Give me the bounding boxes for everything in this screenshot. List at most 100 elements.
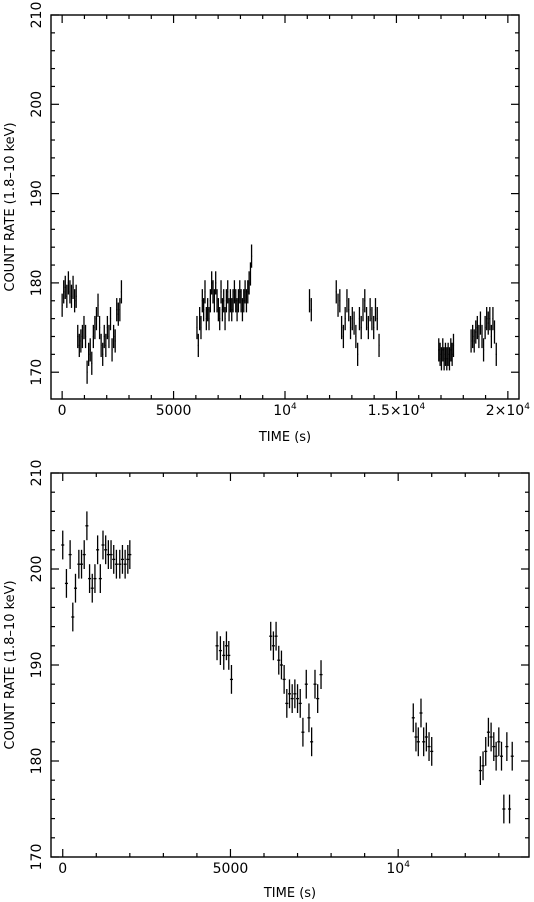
data-point xyxy=(70,284,73,308)
data-point xyxy=(215,271,217,295)
data-point xyxy=(277,645,281,675)
data-point xyxy=(201,289,203,313)
x-tick-label: 5000 xyxy=(156,403,192,419)
y-tick-label: 200 xyxy=(29,91,45,118)
data-point xyxy=(440,347,443,371)
y-axis-top: 170 180 190 200 210 xyxy=(29,2,519,386)
data-point xyxy=(64,275,66,299)
data-point xyxy=(499,741,504,771)
data-point xyxy=(478,324,480,349)
data-point xyxy=(346,289,348,313)
data-point xyxy=(101,530,105,560)
plot-frame-bottom xyxy=(50,472,530,858)
data-point xyxy=(232,289,234,313)
data-point xyxy=(90,573,94,603)
data-point xyxy=(235,289,237,313)
data-point xyxy=(217,298,220,322)
x-tick-label-text: 10 xyxy=(273,403,291,419)
data-point xyxy=(508,794,512,824)
data-point xyxy=(271,631,275,661)
data-point xyxy=(319,660,323,689)
data-point xyxy=(120,545,124,574)
data-point xyxy=(82,540,86,569)
data-point xyxy=(411,703,415,733)
y-axis-label-top: COUNT RATE (1.8–10 keV) xyxy=(3,122,18,291)
data-point xyxy=(112,545,116,574)
data-point xyxy=(248,271,250,295)
data-point xyxy=(114,549,118,579)
data-point xyxy=(419,698,423,728)
data-point xyxy=(244,280,246,304)
data-point xyxy=(481,751,485,781)
data-point xyxy=(237,289,240,313)
data-point xyxy=(236,298,238,322)
data-point xyxy=(489,307,491,331)
data-point xyxy=(287,679,292,709)
data-point xyxy=(344,307,346,331)
data-point xyxy=(443,347,445,371)
data-point xyxy=(442,338,444,362)
data-point xyxy=(357,342,359,366)
data-point xyxy=(98,564,102,593)
data-point xyxy=(505,732,509,761)
data-point xyxy=(109,307,112,331)
data-point xyxy=(61,293,63,317)
data-point xyxy=(71,602,75,632)
y-tick-label: 210 xyxy=(29,2,45,29)
data-point xyxy=(73,573,77,603)
data-point xyxy=(231,298,233,322)
data-point xyxy=(439,342,441,366)
data-point xyxy=(282,665,286,694)
data-point xyxy=(229,665,233,694)
data-point xyxy=(209,289,211,313)
data-point xyxy=(92,324,94,349)
data-point xyxy=(493,320,496,344)
data-point xyxy=(66,284,68,308)
chart-bottom: 170 180 190 200 210 0 5000 104 TIME (s) COUNT … xyxy=(3,460,530,901)
x-tick-label-exponent: 4 xyxy=(404,860,410,870)
x-tick-label: 104 xyxy=(386,860,410,877)
data-point xyxy=(94,315,96,340)
data-point xyxy=(85,511,89,541)
data-point xyxy=(109,540,113,569)
data-point xyxy=(207,298,209,322)
data-point xyxy=(243,289,245,313)
data-point xyxy=(75,284,77,308)
data-point xyxy=(224,631,228,661)
y-tick-label: 170 xyxy=(29,359,45,386)
data-point xyxy=(247,280,249,304)
data-point xyxy=(502,794,506,824)
data-point xyxy=(337,293,339,317)
data-point xyxy=(373,315,375,340)
data-point xyxy=(98,315,101,340)
y-tick-label: 180 xyxy=(29,748,45,775)
data-point xyxy=(353,311,355,335)
y-axis-label-bottom: COUNT RATE (1.8–10 keV) xyxy=(3,580,18,749)
data-point xyxy=(446,347,448,371)
data-point xyxy=(478,756,482,785)
data-point xyxy=(427,732,431,761)
x-axis-label-bottom: TIME (s) xyxy=(263,886,316,901)
data-point xyxy=(128,540,132,569)
data-point xyxy=(365,307,368,331)
data-point xyxy=(241,298,244,322)
data-point xyxy=(310,727,314,757)
data-point xyxy=(430,737,434,766)
data-point xyxy=(250,244,253,268)
data-point xyxy=(371,307,373,331)
data-point xyxy=(89,338,91,362)
data-point xyxy=(360,315,362,340)
data-point xyxy=(367,315,369,340)
x-tick-label: 1.5×104 xyxy=(368,402,426,419)
data-point xyxy=(245,289,248,313)
data-point xyxy=(481,324,483,349)
x-axis-bottom: 0 5000 104 xyxy=(58,473,500,877)
data-point xyxy=(310,298,312,322)
data-point xyxy=(102,342,104,366)
data-point xyxy=(228,298,230,322)
data-point xyxy=(285,689,289,718)
data-point xyxy=(80,549,84,579)
data-point xyxy=(290,684,294,713)
data-point xyxy=(198,307,201,331)
data-point xyxy=(221,298,224,322)
